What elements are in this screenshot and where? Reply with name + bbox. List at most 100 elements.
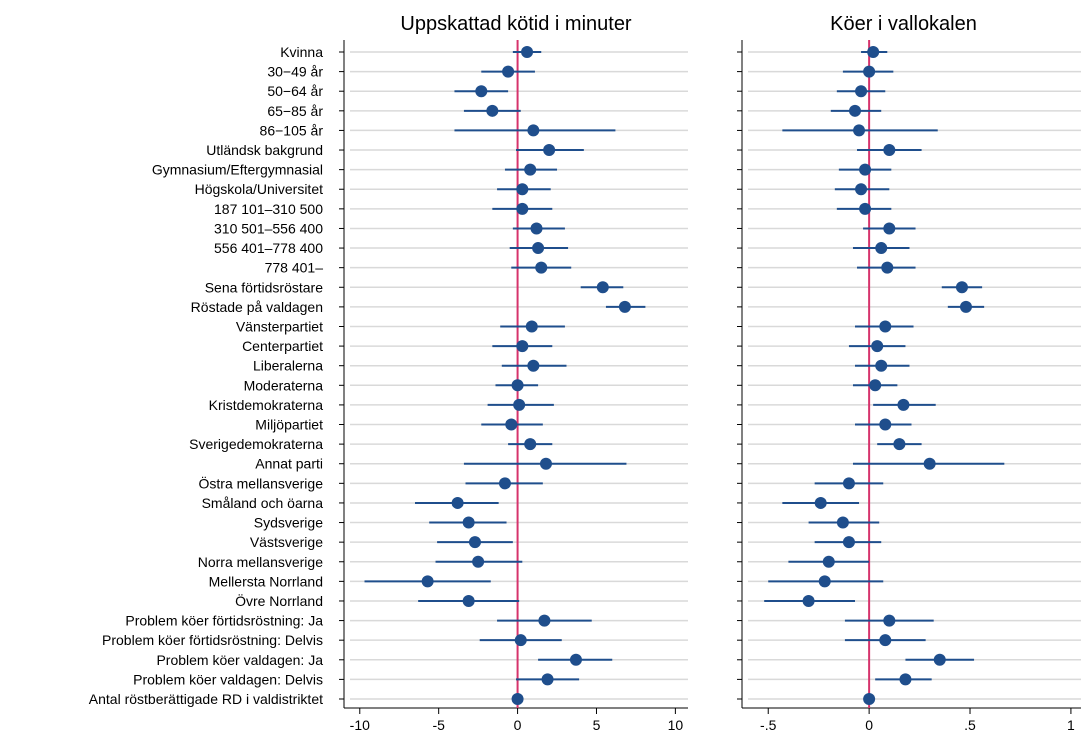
category-label: 65−85 år bbox=[267, 103, 323, 119]
estimate-point bbox=[899, 673, 912, 686]
estimate-point bbox=[863, 65, 876, 78]
estimate-point bbox=[511, 379, 524, 392]
category-label: Östra mellansverige bbox=[199, 474, 324, 491]
category-label: Småland och öarna bbox=[202, 495, 324, 511]
estimate-point bbox=[842, 477, 855, 490]
estimate-point bbox=[468, 536, 481, 549]
estimate-point bbox=[525, 320, 538, 333]
estimate-point bbox=[818, 575, 831, 588]
x-tick-label: .5 bbox=[964, 717, 976, 733]
estimate-point bbox=[502, 65, 515, 78]
category-label: Kvinna bbox=[280, 44, 323, 60]
estimate-point bbox=[541, 673, 554, 686]
x-tick-label: -.5 bbox=[760, 717, 777, 733]
estimate-point bbox=[955, 281, 968, 294]
category-label: Liberalerna bbox=[253, 358, 323, 374]
estimate-point bbox=[897, 398, 910, 411]
estimate-point bbox=[535, 261, 548, 274]
x-tick-label: 0 bbox=[514, 717, 522, 733]
estimate-point bbox=[532, 242, 545, 255]
category-label: 310 501–556 400 bbox=[214, 220, 323, 236]
x-tick-label: 5 bbox=[593, 717, 601, 733]
estimate-point bbox=[879, 634, 892, 647]
estimate-point bbox=[875, 359, 888, 372]
estimate-point bbox=[879, 320, 892, 333]
estimate-point bbox=[451, 496, 464, 509]
category-label: Utländsk bakgrund bbox=[206, 142, 323, 158]
category-label: Övre Norrland bbox=[235, 592, 323, 609]
estimate-point bbox=[462, 594, 475, 607]
category-label: Västsverige bbox=[250, 534, 323, 550]
estimate-point bbox=[618, 300, 631, 313]
x-tick-label: -5 bbox=[432, 717, 445, 733]
estimate-point bbox=[513, 398, 526, 411]
estimate-point bbox=[883, 222, 896, 235]
estimate-point bbox=[842, 536, 855, 549]
category-label: Norra mellansverige bbox=[198, 554, 323, 570]
category-label: Centerpartiet bbox=[242, 338, 323, 354]
category-label: 30−49 år bbox=[267, 64, 323, 80]
estimate-point bbox=[486, 104, 499, 117]
panel-waiting-time: Uppskattad kötid i minuter -10 -5 0 5 10 bbox=[339, 13, 688, 733]
estimate-point bbox=[462, 516, 475, 529]
category-label: Gymnasium/Eftergymnasial bbox=[152, 162, 323, 178]
estimate-point bbox=[855, 183, 868, 196]
estimate-point bbox=[421, 575, 434, 588]
estimate-point bbox=[802, 594, 815, 607]
panel-title: Köer i vallokalen bbox=[830, 13, 977, 35]
estimate-point bbox=[879, 418, 892, 431]
category-label: Problem köer förtidsröstning: Ja bbox=[125, 613, 323, 629]
category-label: 778 401– bbox=[265, 260, 324, 276]
category-label: Vänsterpartiet bbox=[236, 318, 323, 334]
estimate-point bbox=[516, 202, 529, 215]
estimate-point bbox=[538, 614, 551, 627]
estimate-point bbox=[883, 614, 896, 627]
x-tick-label: 0 bbox=[865, 717, 873, 733]
estimate-point bbox=[527, 359, 540, 372]
category-label: Problem köer valdagen: Ja bbox=[156, 652, 323, 668]
estimate-point bbox=[596, 281, 609, 294]
estimate-point bbox=[849, 104, 861, 117]
category-label: 187 101–310 500 bbox=[214, 201, 323, 217]
x-tick-label: 1 bbox=[1067, 717, 1075, 733]
category-label: Moderaterna bbox=[244, 377, 324, 393]
category-label: Sena förtidsröstare bbox=[205, 279, 323, 295]
category-label: 86−105 år bbox=[260, 122, 324, 138]
estimate-point bbox=[511, 693, 524, 705]
estimate-point bbox=[871, 340, 884, 353]
estimate-point bbox=[539, 457, 552, 470]
category-label: Miljöpartiet bbox=[255, 417, 323, 433]
estimate-point bbox=[893, 438, 906, 451]
category-labels: Kvinna 30−49 år 50−64 år 65−85 år 86−105 år U… bbox=[89, 44, 324, 707]
panel-title: Uppskattad kötid i minuter bbox=[400, 13, 632, 35]
estimate-point bbox=[836, 516, 849, 529]
category-label: Annat parti bbox=[255, 456, 323, 472]
category-label: 50−64 år bbox=[267, 83, 323, 99]
estimate-point bbox=[923, 457, 936, 470]
estimate-point bbox=[875, 242, 888, 255]
panel-queues: Köer i vallokalen -.5 0 .5 1 bbox=[737, 13, 1081, 733]
estimate-point bbox=[881, 261, 894, 274]
category-label: Sydsverige bbox=[254, 515, 323, 531]
estimate-point bbox=[853, 124, 866, 137]
estimate-point bbox=[855, 85, 868, 98]
estimate-point bbox=[472, 555, 485, 568]
x-tick-label: -10 bbox=[350, 717, 370, 733]
category-label: Problem köer förtidsröstning: Delvis bbox=[102, 632, 323, 648]
estimate-point bbox=[869, 379, 882, 392]
estimate-point bbox=[524, 163, 537, 176]
estimate-point bbox=[514, 634, 527, 647]
category-label: Högskola/Universitet bbox=[195, 181, 323, 197]
estimate-point bbox=[959, 300, 972, 313]
estimate-point bbox=[475, 85, 488, 98]
category-label: Mellersta Norrland bbox=[209, 573, 323, 589]
estimate-point bbox=[883, 144, 896, 157]
category-label: Sverigedemokraterna bbox=[189, 436, 323, 452]
estimate-point bbox=[524, 438, 537, 451]
estimate-point bbox=[516, 340, 529, 353]
category-label: 556 401–778 400 bbox=[214, 240, 323, 256]
estimate-point bbox=[498, 477, 511, 490]
estimate-point bbox=[530, 222, 543, 235]
category-label: Kristdemokraterna bbox=[209, 397, 324, 413]
